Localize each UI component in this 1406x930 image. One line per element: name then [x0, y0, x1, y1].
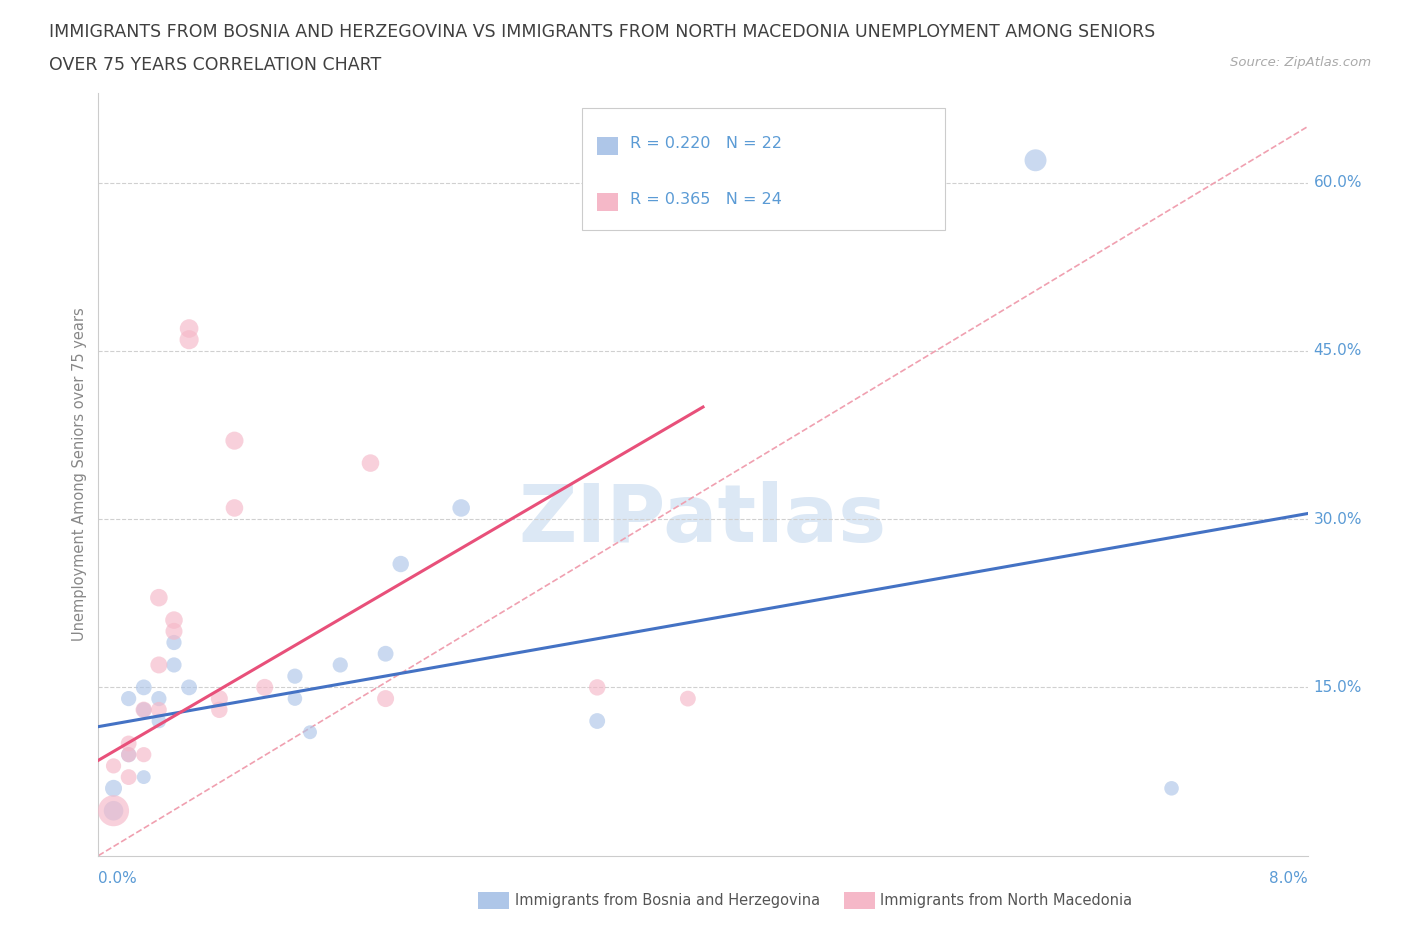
- Point: [148, 591, 170, 605]
- Point: [1025, 153, 1047, 167]
- Text: R = 0.220   N = 22: R = 0.220 N = 22: [630, 136, 783, 151]
- Point: [299, 724, 322, 739]
- Point: [132, 702, 155, 717]
- Point: [360, 456, 382, 471]
- Text: OVER 75 YEARS CORRELATION CHART: OVER 75 YEARS CORRELATION CHART: [49, 56, 381, 73]
- Point: [148, 658, 170, 672]
- Point: [224, 500, 246, 515]
- Point: [179, 321, 201, 336]
- Text: 45.0%: 45.0%: [1313, 343, 1362, 358]
- Point: [586, 680, 609, 695]
- Text: Immigrants from Bosnia and Herzegovina: Immigrants from Bosnia and Herzegovina: [515, 893, 820, 908]
- Point: [103, 804, 125, 818]
- Point: [148, 713, 170, 728]
- Text: 60.0%: 60.0%: [1313, 175, 1362, 191]
- Text: 30.0%: 30.0%: [1313, 512, 1362, 526]
- Point: [118, 747, 141, 762]
- Point: [103, 759, 125, 774]
- Point: [329, 658, 352, 672]
- FancyBboxPatch shape: [596, 193, 619, 211]
- Text: Immigrants from North Macedonia: Immigrants from North Macedonia: [880, 893, 1132, 908]
- Point: [450, 500, 472, 515]
- Point: [132, 680, 155, 695]
- Point: [284, 669, 307, 684]
- Point: [374, 691, 396, 706]
- Point: [132, 747, 155, 762]
- FancyBboxPatch shape: [582, 108, 945, 231]
- Point: [179, 680, 201, 695]
- Point: [148, 702, 170, 717]
- Point: [676, 691, 699, 706]
- Text: 8.0%: 8.0%: [1268, 870, 1308, 886]
- Point: [148, 691, 170, 706]
- Point: [163, 658, 186, 672]
- Point: [1160, 781, 1182, 796]
- Point: [179, 332, 201, 347]
- Text: ZIPatlas: ZIPatlas: [519, 481, 887, 559]
- Point: [118, 747, 141, 762]
- Text: 0.0%: 0.0%: [98, 870, 138, 886]
- Point: [103, 781, 125, 796]
- Point: [118, 691, 141, 706]
- Text: 15.0%: 15.0%: [1313, 680, 1362, 695]
- Point: [253, 680, 276, 695]
- Text: IMMIGRANTS FROM BOSNIA AND HERZEGOVINA VS IMMIGRANTS FROM NORTH MACEDONIA UNEMPL: IMMIGRANTS FROM BOSNIA AND HERZEGOVINA V…: [49, 23, 1156, 41]
- Point: [389, 556, 412, 571]
- Text: Source: ZipAtlas.com: Source: ZipAtlas.com: [1230, 56, 1371, 69]
- Point: [269, 41, 291, 56]
- FancyBboxPatch shape: [596, 137, 619, 155]
- Point: [132, 770, 155, 785]
- Point: [374, 646, 396, 661]
- Point: [163, 635, 186, 650]
- Point: [284, 691, 307, 706]
- Y-axis label: Unemployment Among Seniors over 75 years: Unemployment Among Seniors over 75 years: [72, 308, 87, 641]
- Point: [208, 691, 231, 706]
- Point: [208, 702, 231, 717]
- Point: [132, 702, 155, 717]
- Point: [103, 804, 125, 818]
- Point: [163, 624, 186, 639]
- Point: [163, 613, 186, 628]
- Point: [118, 736, 141, 751]
- Point: [224, 433, 246, 448]
- Point: [118, 770, 141, 785]
- Point: [586, 713, 609, 728]
- Text: R = 0.365   N = 24: R = 0.365 N = 24: [630, 193, 782, 207]
